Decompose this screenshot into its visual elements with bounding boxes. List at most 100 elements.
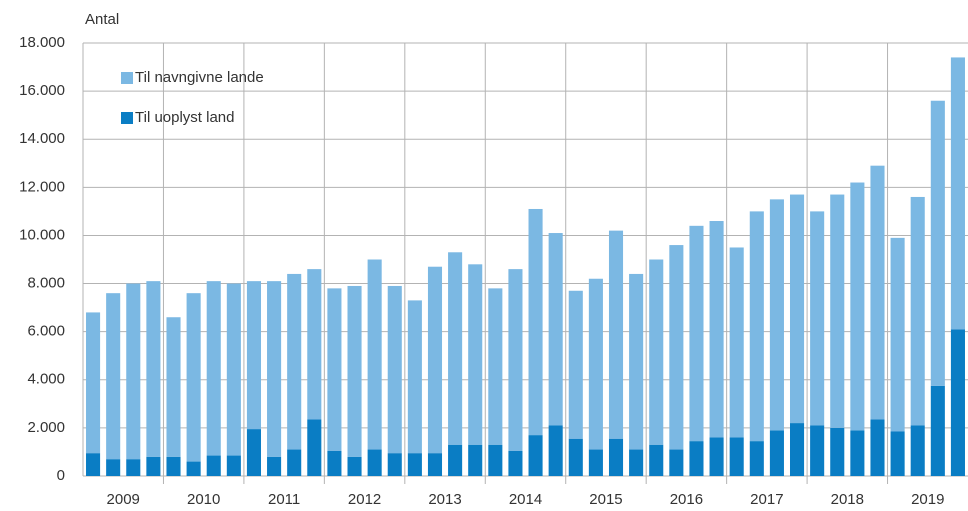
bar-segment [769,430,784,476]
bar-segment [709,221,724,438]
y-axis-label: Antal [85,11,119,28]
legend-swatch [121,112,133,124]
bar-segment [246,429,262,476]
y-tick-label: 8.000 [27,275,65,292]
y-tick-label: 10.000 [19,226,65,243]
bar-segment [588,278,603,450]
bar-segment [508,450,523,476]
x-tick-label: 2016 [670,491,703,508]
bar-segment [749,441,764,476]
bar-segment [347,456,362,476]
bar-segment [629,273,644,450]
bar-segment [387,453,402,476]
bar-segment [870,165,885,420]
bar-segment [588,449,603,476]
y-tick-label: 16.000 [19,82,65,99]
y-tick-label: 2.000 [27,419,65,436]
bar-segment [528,435,543,476]
y-tick-label: 12.000 [19,178,65,195]
bar-segment [769,199,784,431]
bar-segment [427,453,443,476]
bar-segment [729,437,744,476]
bar-segment [448,252,463,445]
bar-segment [930,100,945,386]
bar-segment [830,194,845,428]
legend-label: Til navngivne lande [135,69,264,86]
x-tick-label: 2012 [348,491,381,508]
x-tick-label: 2015 [589,491,622,508]
y-tick-label: 4.000 [27,371,65,388]
bar-segment [930,385,945,476]
bar-segment [367,259,382,450]
bar-segment [689,441,704,476]
bar-segment [267,456,282,476]
bar-segment [548,233,563,426]
y-tick-label: 18.000 [19,34,65,51]
legend-label: Til uoplyst land [135,109,235,126]
x-tick-label: 2017 [750,491,783,508]
bar-segment [287,449,302,476]
bar-segment [468,444,483,476]
y-tick-label: 14.000 [19,130,65,147]
x-tick-label: 2018 [831,491,864,508]
bar-segment [307,419,322,476]
bar-segment [669,449,684,476]
bar-segment [488,444,503,476]
bar-segment [226,283,241,456]
x-tick-label: 2013 [428,491,461,508]
bar-segment [86,312,101,454]
bar-segment [629,449,644,476]
bar-segment [810,211,825,426]
bar-segment [106,293,121,460]
y-tick-label: 0 [57,467,65,484]
bar-segment [950,57,965,330]
bar-segment [146,456,161,476]
bar-segment [146,281,161,457]
bar-segment [307,269,322,420]
bar-segment [749,211,764,442]
x-tick-label: 2009 [107,491,140,508]
bar-segment [206,455,221,476]
bar-segment [186,293,201,462]
bar-segment [86,453,101,476]
bar-segment [327,450,342,476]
bar-segment [608,230,624,439]
bar-segment [226,455,241,476]
bar-segment [267,281,282,457]
bar-segment [890,431,905,476]
bar-segment [387,285,402,454]
x-tick-label: 2019 [911,491,944,508]
bar-segment [890,237,905,432]
bar-segment [126,459,141,476]
bar-segment [186,461,201,476]
bar-segment [407,453,422,476]
bar-segment [850,430,865,476]
bar-segment [407,300,422,454]
bar-segment [729,247,744,438]
bar-segment [789,194,805,424]
bar-segment [568,290,583,439]
bar-segment [910,196,925,426]
bar-segment [468,264,483,445]
bar-segment [367,449,382,476]
bar-segment [488,288,503,445]
bar-segment [689,225,704,442]
bar-segment [810,425,825,476]
bar-segment [910,425,925,476]
bar-segment [508,269,523,451]
bar-segment [669,245,684,450]
bar-segment [568,438,583,476]
bar-segment [327,288,342,451]
y-tick-label: 6.000 [27,323,65,340]
bar-segment [126,283,141,460]
x-tick-label: 2010 [187,491,220,508]
bar-segment [870,419,885,476]
bar-segment [608,438,624,476]
bar-segment [287,273,302,450]
bar-segment [106,459,121,476]
bar-segment [548,425,563,476]
bar-segment [166,456,181,476]
legend-swatch [121,72,133,84]
bar-segment [528,208,543,436]
